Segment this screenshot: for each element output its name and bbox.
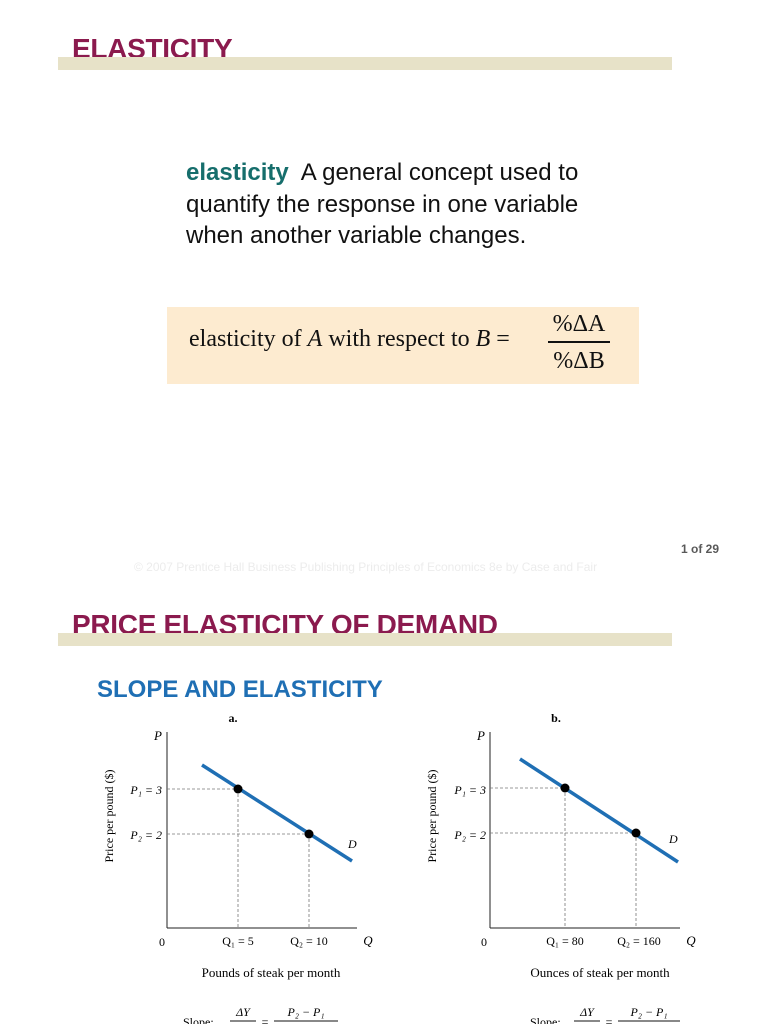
panel-a-q2-label: Q₂ = 10: [290, 934, 328, 948]
panel-a-p2-label: P₂ = 2: [129, 828, 162, 842]
panel-a-p1-label: P₁ = 3: [129, 783, 162, 797]
panel-b-demand-curve: [519, 757, 679, 864]
panel-b-origin: 0: [481, 935, 487, 949]
panel-a-x-symbol: Q: [363, 933, 373, 948]
panel-b: b. P Q 0 Price per pound ($) Ounces of s…: [425, 711, 696, 1024]
panel-b-slope-num: ΔY: [579, 1005, 595, 1019]
panel-b-slope-eq: =: [606, 1015, 613, 1024]
formula-box: [167, 307, 639, 384]
panel-a-demand-curve: [201, 763, 353, 863]
panel-a-point-2: [304, 829, 314, 839]
panel-a-slope-num: ΔY: [235, 1005, 251, 1019]
title-underline-bar: [58, 633, 672, 646]
panel-b-q2-label: Q₂ = 160: [617, 934, 661, 948]
panel-a: a. P Q 0 Price per pound ($) Pounds of s…: [102, 711, 373, 1024]
panel-b-curve-label: D: [668, 832, 678, 846]
panel-a-x-title: Pounds of steak per month: [202, 965, 341, 980]
panel-a-curve-label: D: [347, 837, 357, 851]
formula-middle: with respect to: [322, 326, 476, 352]
panel-a-slope-eq: =: [262, 1015, 269, 1024]
panel-a-origin: 0: [159, 935, 165, 949]
panel-b-slope-rhs: P₂ − P₁: [629, 1005, 667, 1019]
panel-a-slope-prefix: Slope:: [183, 1015, 214, 1024]
demand-figure: a. P Q 0 Price per pound ($) Pounds of s…: [102, 711, 696, 1024]
formula-fraction: %ΔA %ΔB: [548, 309, 610, 376]
panel-b-p2-label: P₂ = 2: [453, 828, 486, 842]
definition-paragraph: elasticity A general concept used to qua…: [186, 157, 626, 252]
panel-b-y-symbol: P: [476, 728, 485, 743]
panel-b-x-symbol: Q: [686, 933, 696, 948]
formula-prefix: elasticity of: [189, 326, 308, 352]
definition-term: elasticity: [186, 159, 289, 186]
title-underline-bar: [58, 57, 672, 70]
formula-var-a: A: [307, 326, 323, 352]
formula-var-b: B: [475, 326, 491, 352]
definition-text: A general concept used to quantify the r…: [186, 159, 579, 249]
panel-b-q1-label: Q₁ = 80: [546, 934, 584, 948]
panel-b-slope-prefix: Slope:: [530, 1015, 561, 1024]
panel-b-point-2: [631, 828, 641, 838]
panel-b-point-1: [560, 783, 570, 793]
panel-a-y-symbol: P: [153, 728, 162, 743]
slide2-subtitle: SLOPE AND ELASTICITY: [97, 676, 383, 703]
copyright-text: © 2007 Prentice Hall Business Publishing…: [134, 560, 598, 574]
formula-numerator: %ΔA: [552, 311, 606, 337]
panel-a-label: a.: [229, 711, 238, 725]
page-number: 1 of 29: [681, 542, 720, 556]
panel-a-slope-rhs: P₂ − P₁: [286, 1005, 324, 1019]
fraction-bar: [548, 341, 610, 343]
formula-equals: =: [490, 326, 510, 352]
panel-a-q1-label: Q₁ = 5: [222, 934, 254, 948]
panel-b-label: b.: [551, 711, 561, 725]
formula-lhs: elasticity of A with respect to B =: [189, 326, 510, 353]
panel-b-p1-label: P₁ = 3: [453, 783, 486, 797]
panel-b-x-title: Ounces of steak per month: [530, 965, 670, 980]
panel-a-point-1: [233, 784, 243, 794]
panel-a-y-title: Price per pound ($): [102, 770, 116, 863]
formula-denominator: %ΔB: [553, 347, 605, 374]
panel-b-y-title: Price per pound ($): [425, 770, 439, 863]
